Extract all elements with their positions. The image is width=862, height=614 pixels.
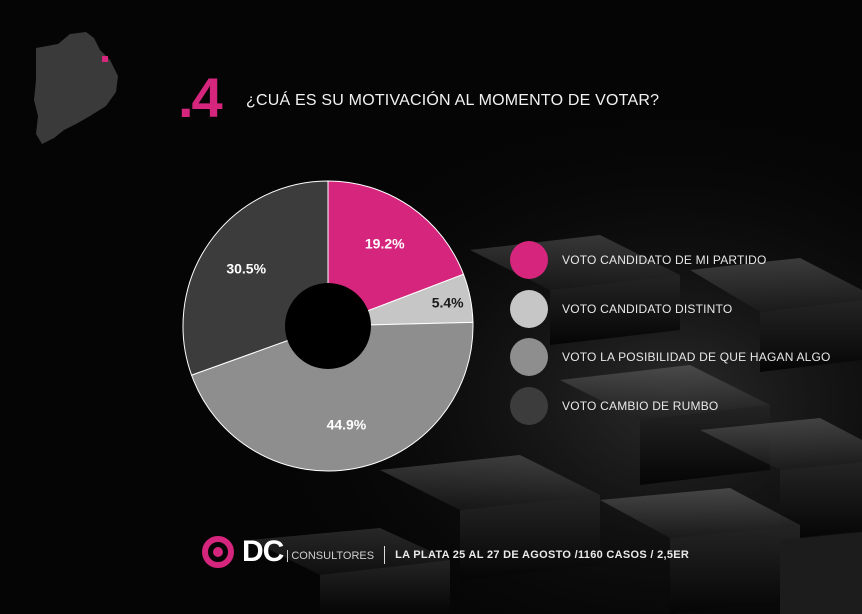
- legend-swatch: [510, 338, 548, 377]
- slice-value-label: 19.2%: [365, 236, 405, 252]
- slice-value-label: 30.5%: [226, 260, 266, 276]
- donut-chart: 19.2% 5.4% 44.9% 30.5%: [182, 180, 474, 472]
- legend-swatch: [510, 241, 548, 280]
- legend-item: VOTO CANDIDATO DE MI PARTIDO: [510, 236, 850, 285]
- legend-swatch: [510, 386, 548, 425]
- footer-divider: [384, 546, 386, 564]
- question-title: ¿CUÁ ES SU MOTIVACIÓN AL MOMENTO DE VOTA…: [246, 92, 660, 109]
- legend-label: VOTO CANDIDATO DISTINTO: [562, 301, 733, 316]
- slice-value-label: 44.9%: [327, 416, 367, 432]
- slice-value-label: 5.4%: [432, 294, 464, 310]
- legend-label: VOTO CANDIDATO DE MI PARTIDO: [562, 253, 767, 268]
- footer: DC CONSULTORES LA PLATA 25 AL 27 DE AGOS…: [202, 530, 689, 574]
- pie-slice: [190, 321, 474, 472]
- brand-name: DC: [242, 535, 284, 568]
- logo-icon: [202, 536, 234, 568]
- legend-item: VOTO LA POSIBILIDAD DE QUE HAGAN ALGO: [510, 333, 850, 382]
- question-number: .4: [178, 66, 223, 129]
- donut-hole: [285, 283, 371, 369]
- pie-slice: [327, 180, 465, 327]
- legend-item: VOTO CAMBIO DE RUMBO: [510, 382, 850, 431]
- legend-label: VOTO CAMBIO DE RUMBO: [562, 398, 719, 413]
- province-map: [34, 32, 118, 144]
- legend-label: VOTO LA POSIBILIDAD DE QUE HAGAN ALGO: [562, 350, 831, 365]
- chart-legend: VOTO CANDIDATO DE MI PARTIDO VOTO CANDIDA…: [510, 236, 850, 430]
- survey-info: LA PLATA 25 AL 27 DE AGOSTO /1160 CASOS …: [395, 549, 690, 561]
- legend-item: VOTO CANDIDATO DISTINTO: [510, 285, 850, 334]
- brand-subtitle: CONSULTORES: [287, 550, 374, 562]
- legend-swatch: [510, 289, 548, 328]
